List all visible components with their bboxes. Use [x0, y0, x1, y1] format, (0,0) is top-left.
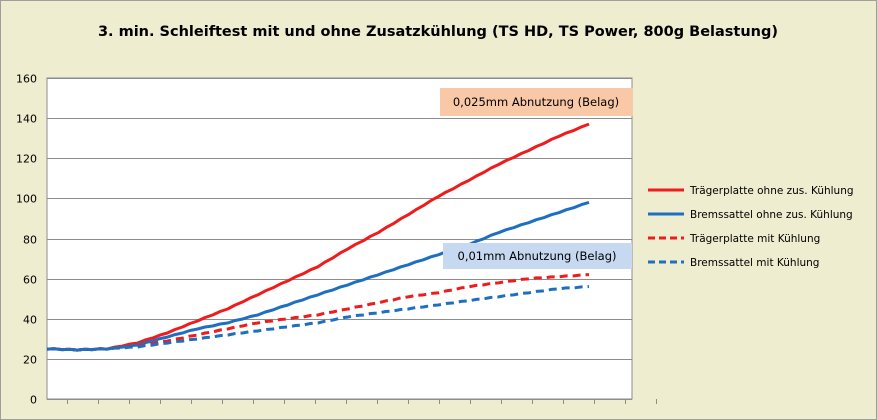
annotation-orange-box [440, 88, 633, 116]
series-line-4 [46, 285, 590, 352]
plot-area [46, 77, 633, 400]
chart-title: 3. min. Schleiftest mit und ohne Zusatzk… [98, 24, 778, 40]
legend: Trägerplatte ohne zus. Kühlung Bremssatte… [648, 185, 854, 269]
y-tick-label: 100 [16, 193, 37, 206]
series-line-3 [46, 273, 590, 352]
annotation-blue: 0,01mm Abnutzung (Belag) [443, 243, 632, 269]
series-lines [46, 122, 590, 352]
y-tick-label: 120 [16, 153, 37, 166]
y-tick-label: 160 [16, 73, 37, 86]
annotation-blue-box [443, 243, 632, 269]
y-tick-label: 20 [23, 354, 37, 367]
y-tick-label: 80 [23, 234, 37, 247]
y-axis: 0 20 40 60 80 100 120 140 160 [16, 73, 657, 407]
y-tick-label: 0 [30, 394, 37, 407]
annotation-blue-text: 0,01mm Abnutzung (Belag) [458, 249, 617, 263]
legend-label-1: Trägerplatte ohne zus. Kühlung [689, 185, 854, 197]
y-tick-label: 140 [16, 113, 37, 126]
y-tick-label: 60 [23, 274, 37, 287]
gridlines [47, 78, 632, 400]
y-tick-label: 40 [23, 314, 37, 327]
legend-label-3: Trägerplatte mit Kühlung [689, 233, 820, 245]
legend-label-2: Bremssattel ohne zus. Kühlung [690, 209, 853, 221]
annotation-orange-text: 0,025mm Abnutzung (Belag) [453, 95, 619, 109]
annotation-orange: 0,025mm Abnutzung (Belag) [440, 88, 633, 116]
series-line-1 [46, 122, 590, 352]
legend-label-4: Bremssattel mit Kühlung [690, 257, 819, 269]
series-line-2 [46, 200, 590, 352]
